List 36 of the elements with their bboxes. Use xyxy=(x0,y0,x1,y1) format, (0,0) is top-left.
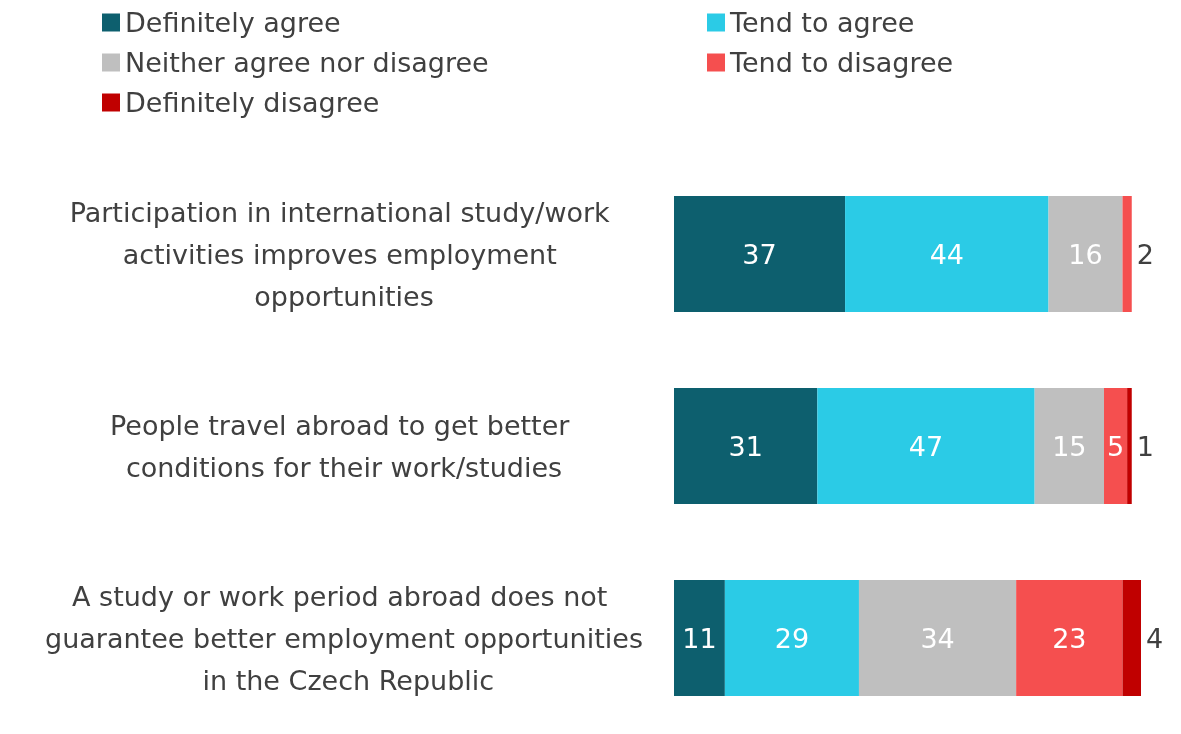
legend-label: Tend to disagree xyxy=(729,47,954,78)
data-label: 31 xyxy=(728,430,763,462)
data-label: 16 xyxy=(1068,238,1103,270)
bar xyxy=(1016,580,1123,696)
bar xyxy=(858,580,1017,696)
bar xyxy=(845,196,1049,312)
bar xyxy=(1122,580,1141,696)
data-label: 34 xyxy=(920,622,955,654)
legend-label: Definitely disagree xyxy=(125,87,380,118)
bar xyxy=(1048,196,1123,312)
y-tick-label: People travel abroad to get better conditions for their work/studies xyxy=(110,409,578,483)
data-label: 5 xyxy=(1106,430,1125,462)
data-label: 47 xyxy=(908,430,944,462)
bar xyxy=(674,196,846,312)
data-label: 11 xyxy=(682,622,717,654)
data-label: 37 xyxy=(742,238,777,270)
data-label: 44 xyxy=(929,238,964,270)
bar xyxy=(817,388,1035,504)
bar xyxy=(724,580,859,696)
data-label: 2 xyxy=(1136,238,1154,270)
data-label: 23 xyxy=(1052,622,1087,654)
y-tick-label: A study or work period abroad does not guarantee better employment opportunities in the Czech Republic xyxy=(45,580,643,696)
y-tick-label: Participation in international study/work activities improves employment opportunities xyxy=(69,196,619,312)
data-label: 29 xyxy=(774,622,810,654)
data-label: 15 xyxy=(1052,430,1087,462)
data-label: 4 xyxy=(1146,622,1164,654)
bar xyxy=(674,388,818,504)
legend-label: Neither agree nor disagree xyxy=(125,47,489,78)
bar xyxy=(674,580,725,696)
legend-label: Definitely agree xyxy=(125,7,341,38)
bar xyxy=(1034,388,1105,504)
legend-label: Tend to agree xyxy=(729,7,915,38)
bar xyxy=(1122,196,1132,312)
data-label: 1 xyxy=(1136,430,1154,462)
bar xyxy=(1127,388,1132,504)
bar xyxy=(1104,388,1128,504)
